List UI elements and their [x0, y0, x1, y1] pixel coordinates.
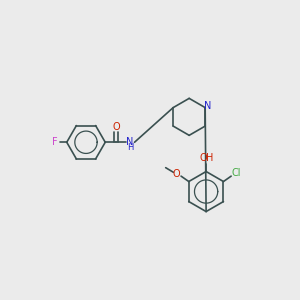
- Text: F: F: [52, 137, 58, 147]
- Text: O: O: [172, 169, 180, 179]
- Text: N: N: [126, 137, 134, 147]
- Text: O: O: [199, 153, 207, 164]
- Text: H: H: [206, 153, 214, 164]
- Text: Cl: Cl: [232, 168, 241, 178]
- Text: O: O: [112, 122, 120, 132]
- Text: N: N: [204, 101, 211, 111]
- Text: H: H: [127, 143, 133, 152]
